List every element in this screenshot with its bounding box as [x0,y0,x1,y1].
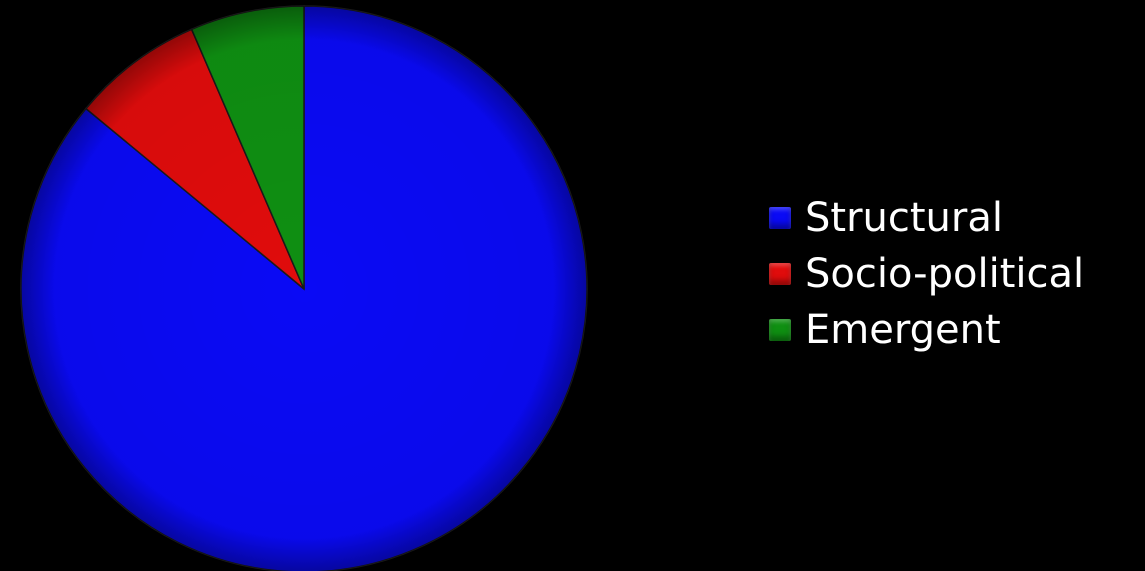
legend-label-emergent: Emergent [805,307,1001,353]
legend-swatch-socio-political [769,263,791,285]
legend-label-structural: Structural [805,195,1003,241]
legend-item-structural: Structural [769,190,1084,246]
legend-swatch-structural [769,207,791,229]
legend-item-socio-political: Socio-political [769,246,1084,302]
legend-item-emergent: Emergent [769,302,1084,358]
pie-slices [20,5,588,571]
legend: Structural Socio-political Emergent [769,190,1084,358]
legend-label-socio-political: Socio-political [805,251,1085,297]
legend-swatch-emergent [769,319,791,341]
